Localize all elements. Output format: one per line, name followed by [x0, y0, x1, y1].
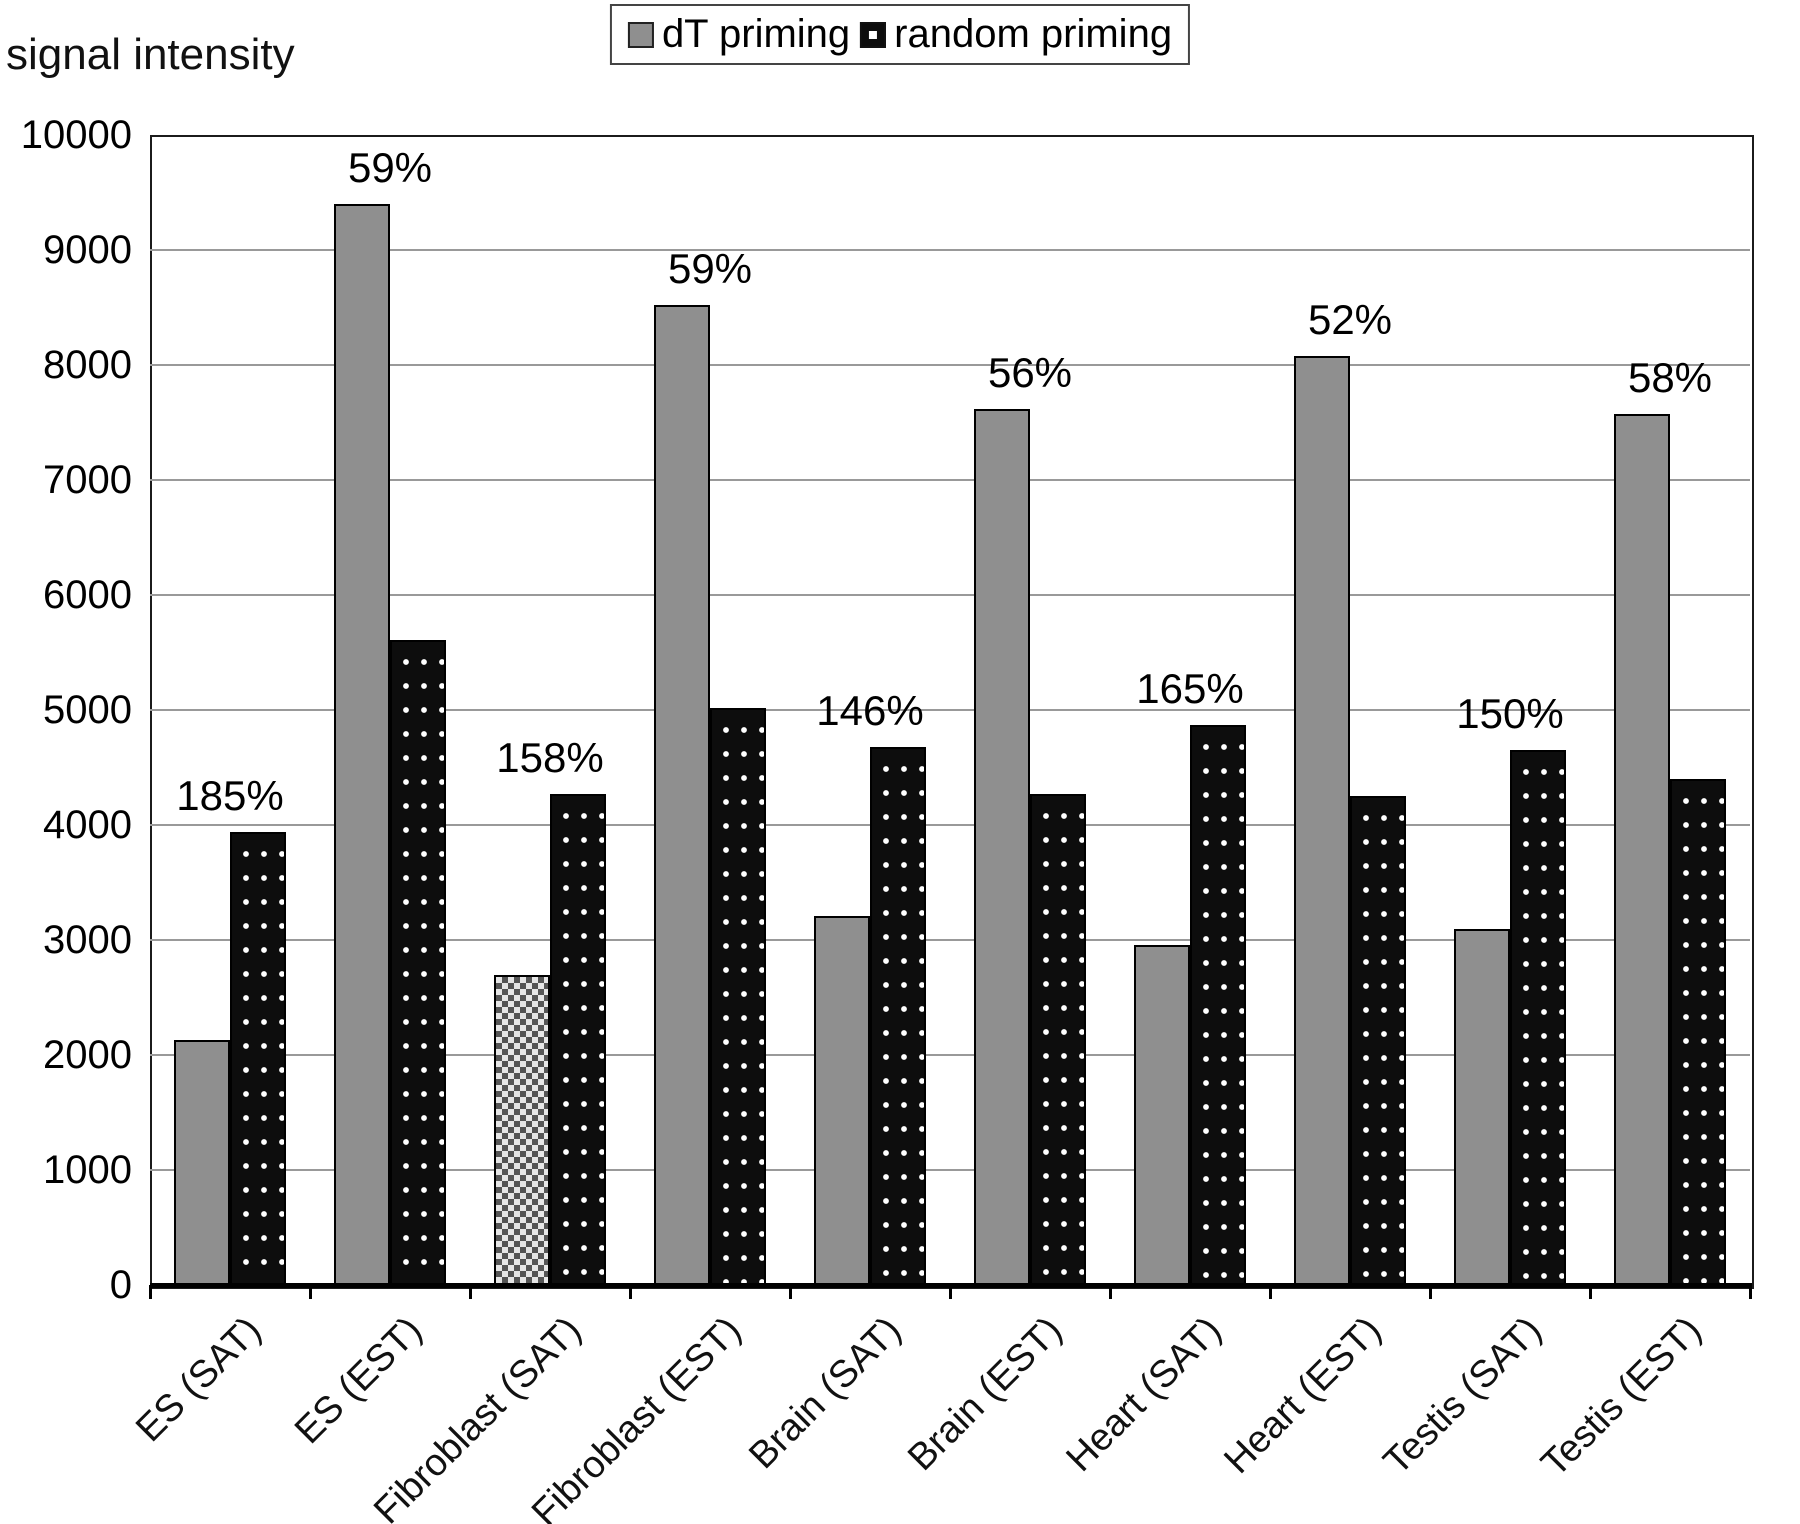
- bar-random-priming: [1350, 796, 1406, 1285]
- y-axis-tick-label: 7000: [43, 458, 132, 502]
- gridline: [150, 1169, 1750, 1171]
- bar-dt-priming: [334, 204, 390, 1285]
- bar-dt-priming: [654, 305, 710, 1285]
- x-axis-category-label: Testis (SAT): [1375, 1309, 1550, 1484]
- legend-item-dt-priming: dT priming: [627, 12, 851, 57]
- gridline: [150, 249, 1750, 251]
- bar-random-priming: [1030, 793, 1086, 1285]
- bar-dt-priming: [814, 915, 870, 1285]
- bar-dt-priming: [1614, 414, 1670, 1285]
- y-axis-tick-label: 10000: [20, 113, 132, 157]
- bar-dt-priming: [974, 408, 1030, 1285]
- x-axis-category-label: Heart (SAT): [1058, 1309, 1230, 1481]
- x-axis-tick: [1109, 1285, 1112, 1299]
- gridline: [150, 709, 1750, 711]
- percent-data-label: 52%: [1307, 295, 1393, 343]
- bar-dt-priming: [1134, 944, 1190, 1285]
- random-priming-swatch-icon: [860, 21, 887, 48]
- y-axis-tick-label: 3000: [43, 918, 132, 962]
- y-axis-tick-label: 9000: [43, 228, 132, 272]
- bar-random-priming: [550, 793, 606, 1285]
- legend-item-random-priming: random priming: [860, 12, 1172, 57]
- y-axis-tick-label: 4000: [43, 803, 132, 847]
- bar-random-priming: [710, 707, 766, 1285]
- y-axis-tick-label: 0: [109, 1263, 132, 1307]
- bar-random-priming: [1670, 779, 1726, 1285]
- y-axis-tick-label: 1000: [43, 1148, 132, 1192]
- percent-data-label: 146%: [816, 686, 924, 734]
- gridline: [150, 479, 1750, 481]
- legend: dT priming random priming: [609, 4, 1191, 65]
- y-axis-tick-label: 5000: [43, 688, 132, 732]
- x-axis-tick: [309, 1285, 312, 1299]
- legend-label-random-priming: random priming: [894, 12, 1173, 56]
- x-axis-category-label: Brain (EST): [899, 1309, 1070, 1480]
- bar-dt-priming: [1294, 355, 1350, 1285]
- dt-priming-swatch-icon: [627, 21, 654, 48]
- x-axis-tick: [469, 1285, 472, 1299]
- percent-data-label: 58%: [1627, 354, 1713, 402]
- gridline: [150, 824, 1750, 826]
- bar-random-priming: [1190, 724, 1246, 1285]
- percent-data-label: 150%: [1456, 690, 1564, 738]
- y-axis-title: signal intensity: [6, 30, 295, 79]
- y-axis-tick-label: 8000: [43, 343, 132, 387]
- y-axis-tick-label: 6000: [43, 573, 132, 617]
- bar-random-priming: [230, 831, 286, 1285]
- gridline: [150, 364, 1750, 366]
- x-axis-tick: [949, 1285, 952, 1299]
- bar-dt-priming: [494, 974, 550, 1285]
- bar-dt-priming: [174, 1040, 230, 1285]
- x-axis-tick: [1589, 1285, 1592, 1299]
- percent-data-label: 185%: [176, 771, 284, 819]
- x-axis-tick: [1429, 1285, 1432, 1299]
- percent-data-label: 56%: [987, 348, 1073, 396]
- bar-random-priming: [390, 639, 446, 1285]
- percent-data-label: 158%: [496, 733, 604, 781]
- x-axis-tick: [1749, 1285, 1752, 1299]
- bar-random-priming: [870, 746, 926, 1285]
- x-axis-tick: [1269, 1285, 1272, 1299]
- x-axis-category-label: Heart (EST): [1216, 1309, 1390, 1483]
- gridline: [150, 939, 1750, 941]
- percent-data-label: 59%: [667, 245, 753, 293]
- x-axis-category-label: ES (SAT): [128, 1309, 270, 1451]
- y-axis-tick-label: 2000: [43, 1033, 132, 1077]
- legend-label-dt-priming: dT priming: [661, 12, 851, 56]
- bar-dt-priming: [1454, 928, 1510, 1285]
- x-axis-tick: [789, 1285, 792, 1299]
- x-axis-category-label: ES (EST): [286, 1309, 430, 1453]
- percent-data-label: 165%: [1136, 664, 1244, 712]
- bar-random-priming: [1510, 750, 1566, 1285]
- x-axis-category-label: Brain (SAT): [741, 1309, 910, 1478]
- gridline: [150, 1054, 1750, 1056]
- x-axis-tick: [629, 1285, 632, 1299]
- percent-data-label: 59%: [347, 144, 433, 191]
- gridline: [150, 594, 1750, 596]
- x-axis-category-label: Testis (EST): [1533, 1309, 1710, 1486]
- x-axis-tick: [149, 1285, 152, 1299]
